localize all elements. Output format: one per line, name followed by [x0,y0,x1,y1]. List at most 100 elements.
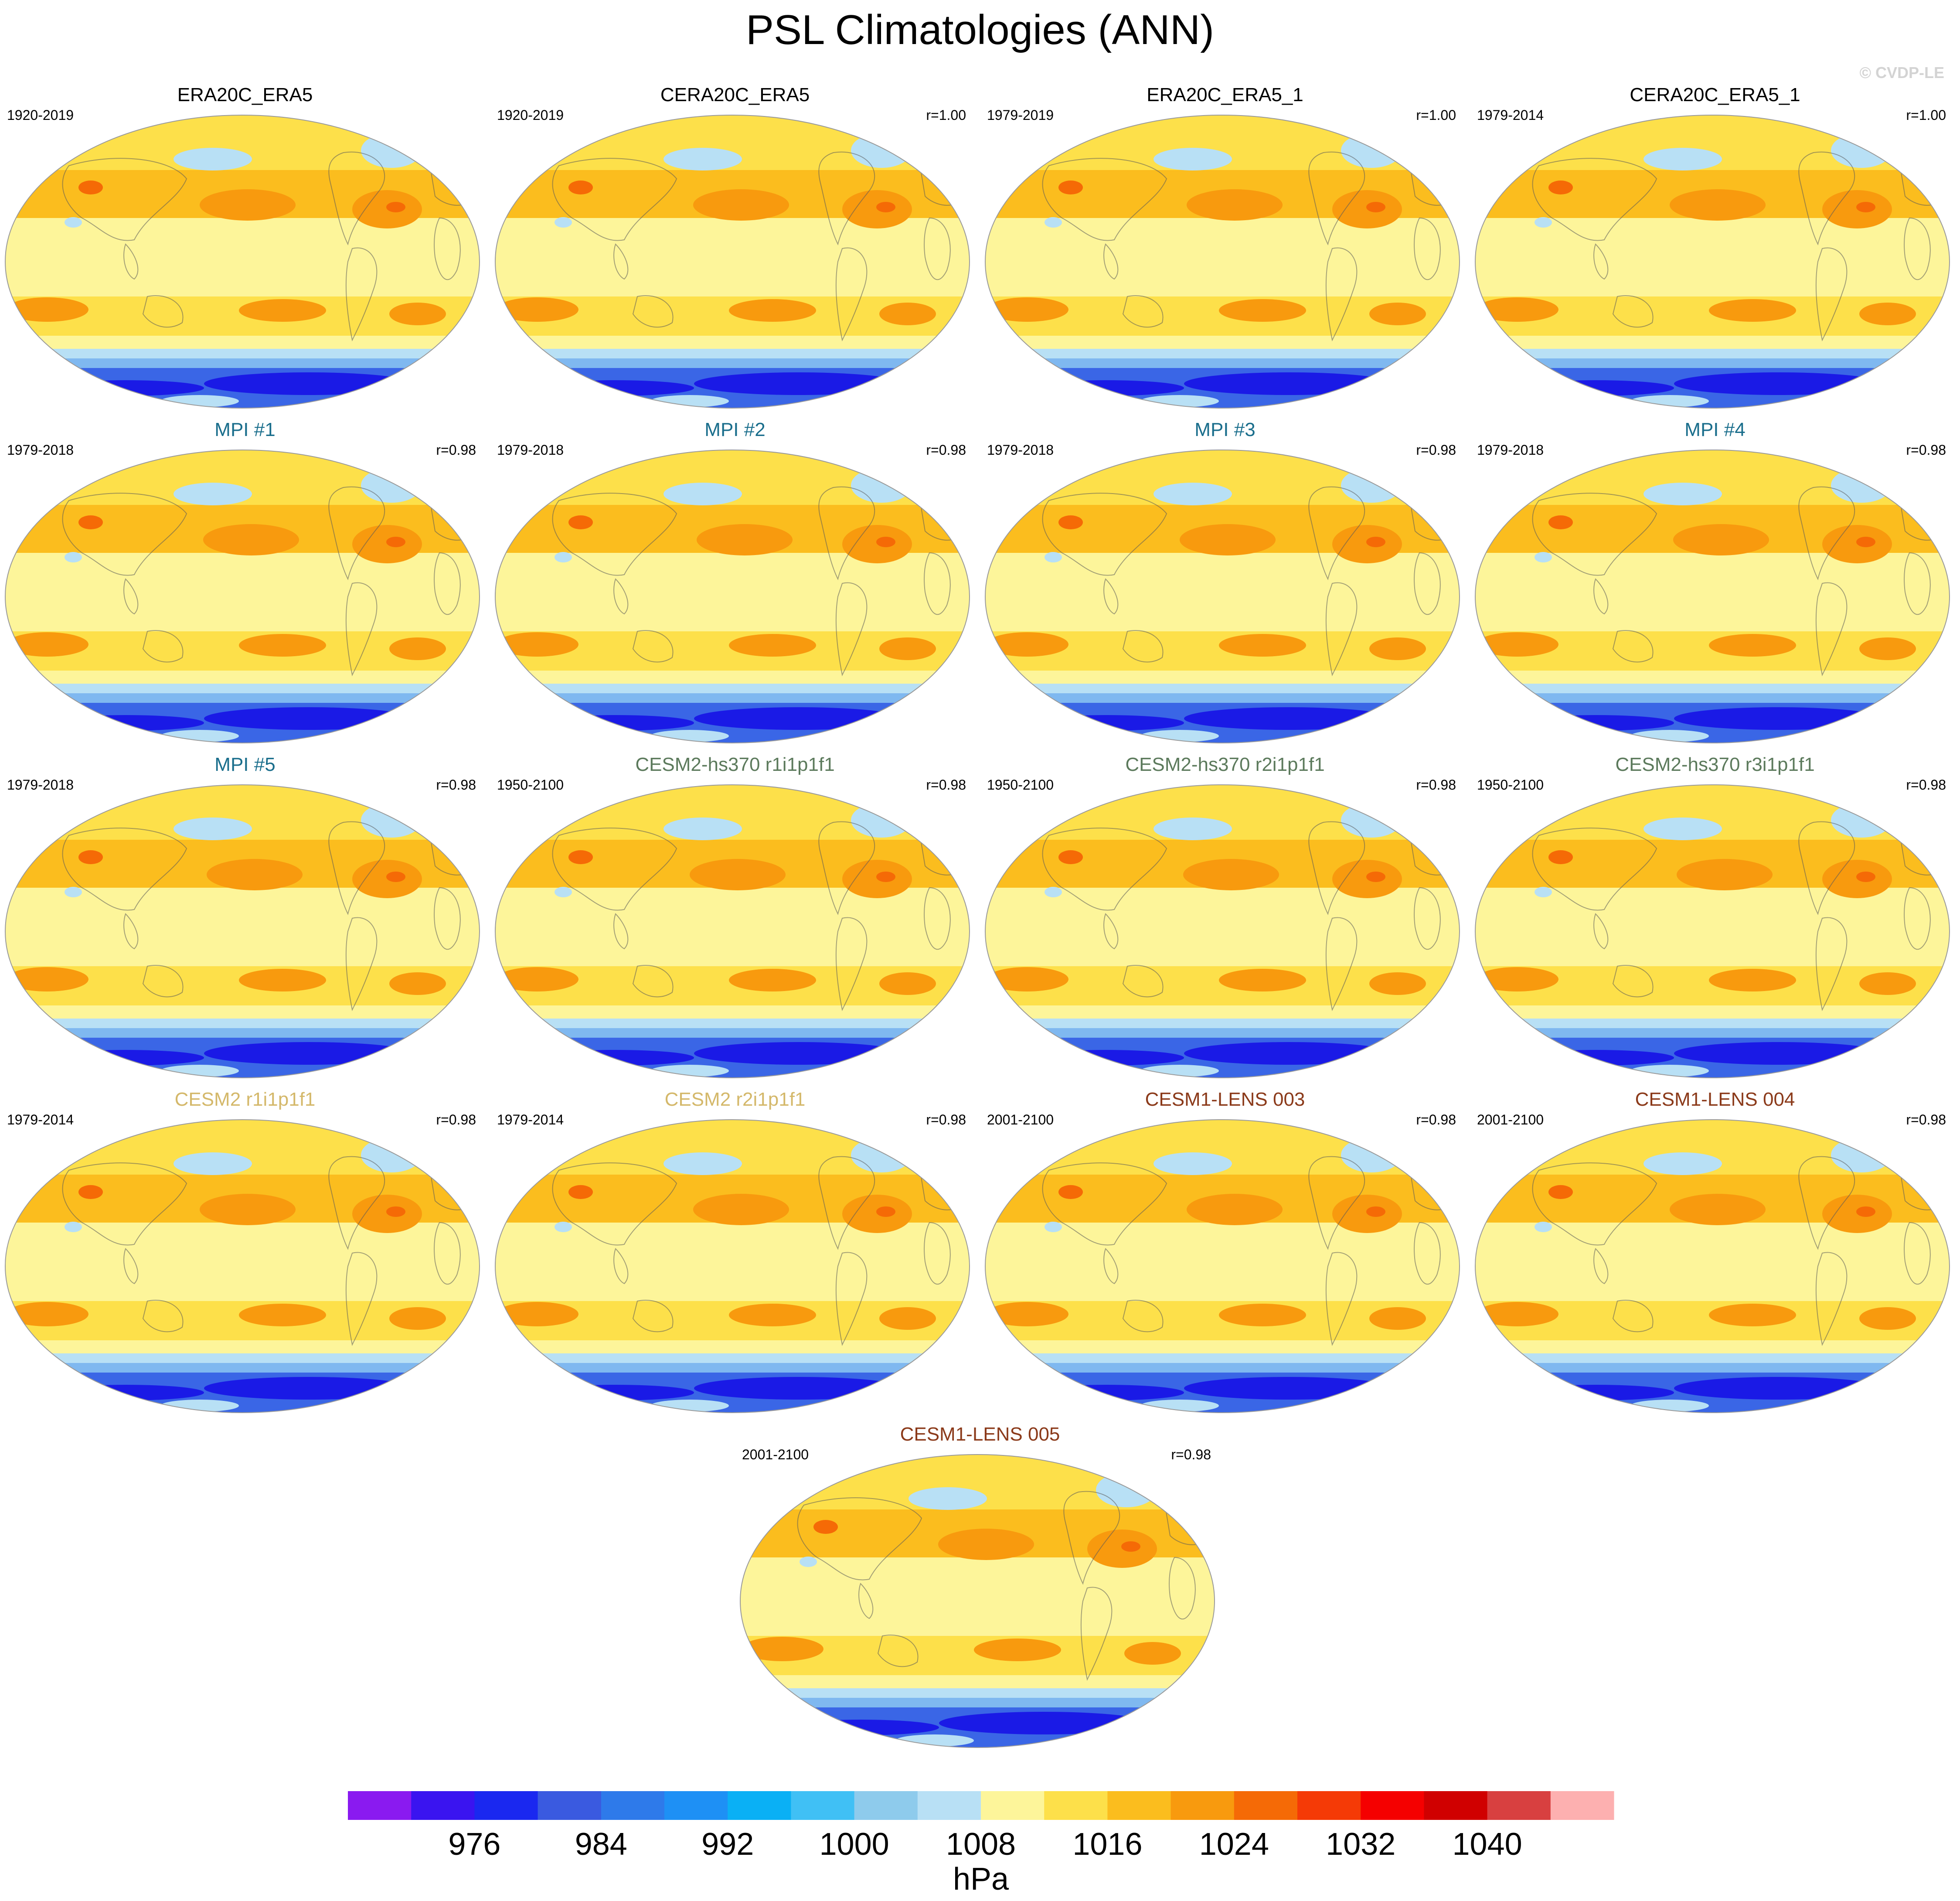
map-panel: ERA20C_ERA5_1 1979-2019 r=1.00 [980,83,1470,418]
coastline-6 [924,217,951,280]
map-panel: CESM2 r2i1p1f1 1979-2014 r=0.98 [490,1087,980,1422]
coastline-0 [1532,1162,1657,1246]
panel-title: CESM1-LENS 004 [1635,1089,1795,1110]
panel-years: 1979-2018 [7,442,74,458]
coastline-3 [1308,1156,1365,1250]
colorbar-segment [348,1791,412,1820]
panel-correlation: r=0.98 [926,442,966,458]
coastline-0 [552,1162,677,1246]
coastline-6 [924,1222,951,1285]
panel-title: CESM2 r1i1p1f1 [174,1089,316,1110]
colorbar-segment [1107,1791,1171,1820]
coastline-3 [1308,151,1365,245]
panel-years: 1920-2019 [497,107,564,123]
coastline-4 [1815,917,1848,1012]
panel-years: 1950-2100 [987,777,1054,793]
panel-title: CESM2 r2i1p1f1 [664,1089,806,1110]
coastline-0 [1532,493,1657,576]
panel-title: CERA20C_ERA5_1 [1630,84,1800,106]
coastline-4 [345,247,378,342]
map-panel: MPI #5 1979-2018 r=0.98 [0,753,490,1087]
map-border [984,784,1460,1078]
coastline-1 [1593,243,1609,280]
coastline-0 [1042,828,1167,911]
coastline-4 [1815,247,1848,342]
coastline-2 [1612,630,1654,663]
watermark: © CVDP-LE [1859,64,1944,82]
coastline-1 [613,913,629,950]
coastline-2 [1122,295,1164,328]
coastline-4 [1325,917,1358,1012]
coastline-6 [434,887,461,950]
coastline-1 [613,243,629,280]
coastline-4 [835,582,868,677]
coastline-3 [328,151,385,245]
coastline-6 [1414,887,1441,950]
coastline-0 [1042,158,1167,241]
coastline-3 [1308,486,1365,580]
map-border [984,450,1460,743]
panel-correlation: r=1.00 [926,107,966,123]
coastline-0 [1532,828,1657,911]
panel-title: CESM2-hs370 r2i1p1f1 [1125,754,1325,775]
coastline-6 [1904,1222,1931,1285]
coastline-1 [1103,243,1119,280]
psl-map [739,1454,1215,1748]
panel-years: 2001-2100 [742,1447,809,1462]
coastline-2 [1612,295,1654,328]
coastline-4 [835,1252,868,1346]
coastline-4 [1815,582,1848,677]
coastline-3 [328,486,385,580]
map-border [1474,450,1950,743]
panel-correlation: r=0.98 [1416,1112,1456,1128]
coastline-0 [1042,493,1167,576]
coastline-3 [328,821,385,915]
colorbar-unit-label: hPa [953,1862,1009,1897]
psl-map [4,115,480,409]
chart-title: PSL Climatologies (ANN) [745,7,1215,53]
colorbar-tick-label: 976 [448,1827,500,1862]
map-panel: CESM2-hs370 r1i1p1f1 1950-2100 r=0.98 [490,753,980,1087]
map-panel: CESM2 r1i1p1f1 1979-2014 r=0.98 [0,1087,490,1422]
panel-years: 1979-2018 [1477,442,1544,458]
colorbar-segment [1044,1791,1108,1820]
coastline-2 [1122,1300,1164,1332]
colorbar-segment [1297,1791,1361,1820]
panel-years: 1979-2018 [497,442,564,458]
coastline-2 [632,965,674,998]
panel-title: MPI #3 [1194,419,1256,440]
colorbar-segment [728,1791,791,1820]
coastline-0 [552,158,677,241]
coastline-6 [434,217,461,280]
psl-map [494,450,970,743]
coastline-2 [632,1300,674,1332]
map-panel: CERA20C_ERA5_1 1979-2014 r=1.00 [1470,83,1960,418]
psl-map [4,1119,480,1413]
panel-title: MPI #2 [704,419,766,440]
panel-title: ERA20C_ERA5 [177,84,313,106]
coastline-6 [924,887,951,950]
colorbar-segment [791,1791,855,1820]
panel-title: ERA20C_ERA5_1 [1147,84,1303,106]
panel-title: CERA20C_ERA5 [660,84,810,106]
coastline-2 [632,295,674,328]
psl-map [4,784,480,1078]
coastline-2 [877,1635,919,1667]
coastline-1 [123,243,139,280]
coastline-6 [924,552,951,615]
map-panel: MPI #1 1979-2018 r=0.98 [0,418,490,753]
psl-map [984,784,1460,1078]
psl-map [984,450,1460,743]
map-panel: CESM1-LENS 003 2001-2100 r=0.98 [980,1087,1470,1422]
map-border [1474,784,1950,1078]
coastline-4 [835,917,868,1012]
psl-map [1474,115,1950,409]
coastline-2 [1612,965,1654,998]
coastline-1 [613,578,629,615]
psl-map [984,1119,1460,1413]
map-panel: CESM1-LENS 005 2001-2100 r=0.98 [735,1422,1225,1757]
coastline-6 [1414,217,1441,280]
coastline-0 [62,158,187,241]
colorbar-segment [1424,1791,1488,1820]
coastline-2 [632,630,674,663]
